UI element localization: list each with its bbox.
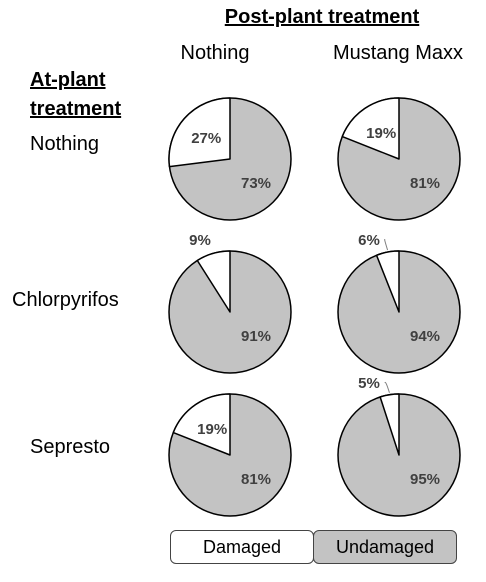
pie-chlorpyrifos-nothing-damaged-label: 9%: [189, 232, 211, 249]
pie-chlorpyrifos-nothing-damaged-slice: [196, 250, 231, 313]
pie-sepresto-mustang-maxx-leader-line: [384, 381, 390, 393]
row-header-chlorpyrifos: Chlorpyrifos: [12, 289, 119, 311]
row-header-nothing: Nothing: [30, 133, 99, 155]
pie-chlorpyrifos-mustang-maxx: 94% 6%: [337, 232, 461, 374]
pie-chlorpyrifos-mustang-maxx-undamaged-label: 94%: [410, 328, 440, 345]
pie-sepresto-mustang-maxx-undamaged-label: 95%: [410, 471, 440, 488]
row-header-sepresto: Sepresto: [30, 436, 111, 458]
pie-sepresto-nothing-damaged-label: 19%: [197, 421, 227, 438]
pie-nothing-nothing: 73% 27%: [168, 97, 292, 221]
pie-chlorpyrifos-mustang-maxx-leader-line: [384, 239, 389, 251]
pie-sepresto-mustang-maxx: 95% 5%: [337, 375, 461, 517]
pie-sepresto-nothing: 81% 19%: [168, 393, 292, 517]
pie-chlorpyrifos-nothing: 91% 9%: [168, 232, 292, 374]
pie-nothing-mustang-maxx-damaged-label: 19%: [366, 125, 396, 142]
pie-nothing-mustang-maxx-undamaged-label: 81%: [410, 175, 440, 192]
pie-sepresto-nothing-damaged-slice: [172, 393, 231, 456]
pie-chlorpyrifos-mustang-maxx-damaged-label: 6%: [358, 232, 380, 249]
column-header-mustang-maxx: Mustang Maxx: [332, 42, 464, 64]
column-header-nothing: Nothing: [180, 42, 250, 64]
pie-nothing-nothing-undamaged-label: 73%: [241, 175, 271, 192]
pie-chlorpyrifos-mustang-maxx-damaged-slice: [375, 250, 400, 313]
pie-nothing-mustang-maxx: 81% 19%: [337, 97, 461, 221]
pie-nothing-nothing-damaged-label: 27%: [191, 130, 221, 147]
pie-nothing-nothing-damaged-slice: [168, 97, 231, 168]
pie-nothing-mustang-maxx-damaged-slice: [341, 97, 400, 160]
pie-sepresto-mustang-maxx-damaged-label: 5%: [358, 375, 380, 392]
pie-sepresto-nothing-undamaged-label: 81%: [241, 471, 271, 488]
legend-undamaged: Undamaged: [313, 530, 457, 564]
at-plant-title: At-plant treatment: [30, 69, 122, 120]
post-plant-title: Post-plant treatment: [224, 6, 420, 28]
legend-damaged: Damaged: [170, 530, 314, 564]
pie-sepresto-mustang-maxx-damaged-slice: [379, 393, 400, 456]
pie-chlorpyrifos-nothing-undamaged-label: 91%: [241, 328, 271, 345]
